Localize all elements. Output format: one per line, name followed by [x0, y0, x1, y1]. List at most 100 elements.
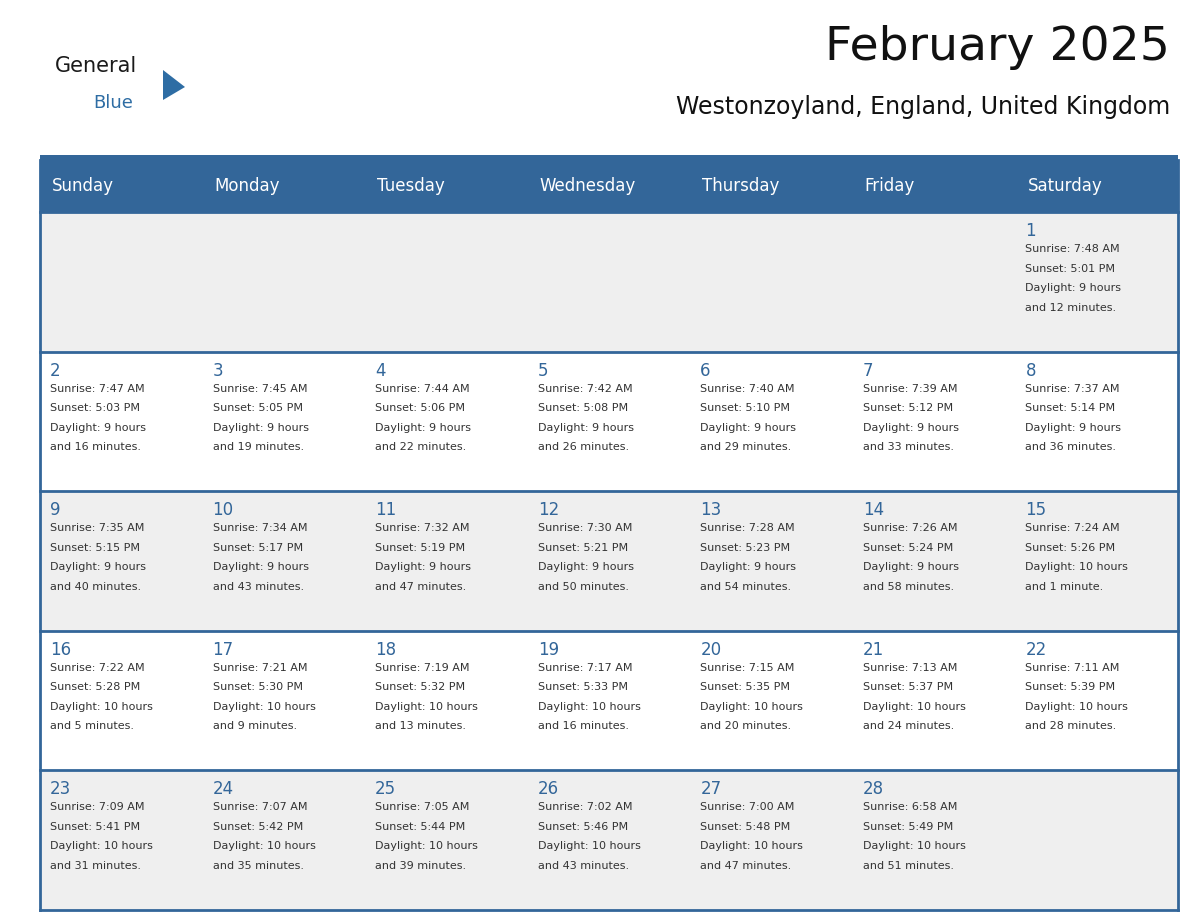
Text: Sunset: 5:24 PM: Sunset: 5:24 PM	[862, 543, 953, 553]
Text: Daylight: 10 hours: Daylight: 10 hours	[538, 842, 640, 851]
Text: and 43 minutes.: and 43 minutes.	[538, 861, 628, 871]
Text: Daylight: 9 hours: Daylight: 9 hours	[862, 422, 959, 432]
Text: Sunset: 5:33 PM: Sunset: 5:33 PM	[538, 682, 627, 692]
Bar	[527, 160, 690, 212]
Text: Daylight: 9 hours: Daylight: 9 hours	[1025, 422, 1121, 432]
Text: Daylight: 9 hours: Daylight: 9 hours	[538, 562, 633, 572]
Text: Daylight: 10 hours: Daylight: 10 hours	[862, 842, 966, 851]
Text: Daylight: 9 hours: Daylight: 9 hours	[700, 422, 796, 432]
Polygon shape	[163, 70, 185, 100]
Text: and 39 minutes.: and 39 minutes.	[375, 861, 466, 871]
Text: 8: 8	[1025, 362, 1036, 380]
Text: and 9 minutes.: and 9 minutes.	[213, 722, 297, 732]
Text: Wednesday: Wednesday	[539, 177, 636, 195]
Text: and 43 minutes.: and 43 minutes.	[213, 582, 304, 592]
Text: Sunset: 5:14 PM: Sunset: 5:14 PM	[1025, 403, 1116, 413]
Bar	[1016, 160, 1178, 212]
Text: Sunset: 5:21 PM: Sunset: 5:21 PM	[538, 543, 627, 553]
Text: 13: 13	[700, 501, 721, 520]
Text: and 36 minutes.: and 36 minutes.	[1025, 442, 1117, 452]
Text: and 16 minutes.: and 16 minutes.	[50, 442, 141, 452]
Text: Sunset: 5:03 PM: Sunset: 5:03 PM	[50, 403, 140, 413]
Text: and 51 minutes.: and 51 minutes.	[862, 861, 954, 871]
Text: Daylight: 10 hours: Daylight: 10 hours	[213, 842, 316, 851]
Text: Thursday: Thursday	[702, 177, 779, 195]
Text: Sunrise: 7:13 AM: Sunrise: 7:13 AM	[862, 663, 958, 673]
Text: 18: 18	[375, 641, 397, 659]
Text: Sunrise: 7:15 AM: Sunrise: 7:15 AM	[700, 663, 795, 673]
Text: Sunrise: 7:40 AM: Sunrise: 7:40 AM	[700, 384, 795, 394]
Text: Sunset: 5:28 PM: Sunset: 5:28 PM	[50, 682, 140, 692]
Text: 4: 4	[375, 362, 386, 380]
Text: Daylight: 9 hours: Daylight: 9 hours	[700, 562, 796, 572]
Text: and 24 minutes.: and 24 minutes.	[862, 722, 954, 732]
Text: Daylight: 10 hours: Daylight: 10 hours	[50, 842, 153, 851]
Text: and 50 minutes.: and 50 minutes.	[538, 582, 628, 592]
Text: Westonzoyland, England, United Kingdom: Westonzoyland, England, United Kingdom	[676, 95, 1170, 119]
Text: General: General	[55, 56, 138, 76]
Text: Sunrise: 7:19 AM: Sunrise: 7:19 AM	[375, 663, 469, 673]
Text: Sunset: 5:44 PM: Sunset: 5:44 PM	[375, 822, 466, 832]
Text: 3: 3	[213, 362, 223, 380]
Text: 1: 1	[1025, 222, 1036, 240]
Text: and 22 minutes.: and 22 minutes.	[375, 442, 467, 452]
Text: Daylight: 10 hours: Daylight: 10 hours	[700, 842, 803, 851]
Text: 20: 20	[700, 641, 721, 659]
Text: Sunrise: 7:17 AM: Sunrise: 7:17 AM	[538, 663, 632, 673]
Text: Daylight: 10 hours: Daylight: 10 hours	[375, 842, 478, 851]
Text: 5: 5	[538, 362, 548, 380]
Text: Tuesday: Tuesday	[377, 177, 444, 195]
Text: 24: 24	[213, 780, 234, 799]
Text: Sunrise: 7:05 AM: Sunrise: 7:05 AM	[375, 802, 469, 812]
Bar	[40, 212, 1178, 352]
Text: 28: 28	[862, 780, 884, 799]
Text: Sunset: 5:12 PM: Sunset: 5:12 PM	[862, 403, 953, 413]
Text: and 29 minutes.: and 29 minutes.	[700, 442, 791, 452]
Text: 9: 9	[50, 501, 61, 520]
Text: Sunrise: 7:34 AM: Sunrise: 7:34 AM	[213, 523, 307, 533]
Text: Monday: Monday	[215, 177, 280, 195]
Bar	[690, 160, 853, 212]
Text: and 26 minutes.: and 26 minutes.	[538, 442, 628, 452]
Bar	[40, 770, 1178, 910]
Text: Sunrise: 7:35 AM: Sunrise: 7:35 AM	[50, 523, 145, 533]
Text: Friday: Friday	[865, 177, 915, 195]
Text: and 47 minutes.: and 47 minutes.	[700, 861, 791, 871]
Bar	[203, 160, 365, 212]
Text: Sunset: 5:37 PM: Sunset: 5:37 PM	[862, 682, 953, 692]
Text: Daylight: 9 hours: Daylight: 9 hours	[213, 422, 309, 432]
Text: 16: 16	[50, 641, 71, 659]
Text: Saturday: Saturday	[1028, 177, 1102, 195]
Text: Sunset: 5:30 PM: Sunset: 5:30 PM	[213, 682, 303, 692]
Text: Sunrise: 7:09 AM: Sunrise: 7:09 AM	[50, 802, 145, 812]
Text: Daylight: 10 hours: Daylight: 10 hours	[1025, 562, 1129, 572]
Text: Sunrise: 7:22 AM: Sunrise: 7:22 AM	[50, 663, 145, 673]
Text: and 47 minutes.: and 47 minutes.	[375, 582, 467, 592]
Text: Sunset: 5:48 PM: Sunset: 5:48 PM	[700, 822, 790, 832]
Text: Sunset: 5:08 PM: Sunset: 5:08 PM	[538, 403, 627, 413]
Text: Sunset: 5:01 PM: Sunset: 5:01 PM	[1025, 263, 1116, 274]
Text: 14: 14	[862, 501, 884, 520]
Text: Sunrise: 7:26 AM: Sunrise: 7:26 AM	[862, 523, 958, 533]
Text: Daylight: 9 hours: Daylight: 9 hours	[213, 562, 309, 572]
Text: Daylight: 10 hours: Daylight: 10 hours	[862, 701, 966, 711]
Text: Sunset: 5:42 PM: Sunset: 5:42 PM	[213, 822, 303, 832]
Text: 26: 26	[538, 780, 558, 799]
Text: Sunset: 5:26 PM: Sunset: 5:26 PM	[1025, 543, 1116, 553]
Text: Daylight: 9 hours: Daylight: 9 hours	[50, 562, 146, 572]
Text: and 5 minutes.: and 5 minutes.	[50, 722, 134, 732]
Text: 11: 11	[375, 501, 397, 520]
Text: Sunrise: 7:48 AM: Sunrise: 7:48 AM	[1025, 244, 1120, 254]
Text: Sunday: Sunday	[52, 177, 114, 195]
Text: Daylight: 9 hours: Daylight: 9 hours	[862, 562, 959, 572]
Text: Sunset: 5:39 PM: Sunset: 5:39 PM	[1025, 682, 1116, 692]
Text: Daylight: 9 hours: Daylight: 9 hours	[1025, 283, 1121, 293]
Text: Sunrise: 7:11 AM: Sunrise: 7:11 AM	[1025, 663, 1120, 673]
Text: Sunrise: 7:45 AM: Sunrise: 7:45 AM	[213, 384, 307, 394]
Bar	[40, 631, 1178, 770]
Text: and 19 minutes.: and 19 minutes.	[213, 442, 304, 452]
Text: Sunset: 5:46 PM: Sunset: 5:46 PM	[538, 822, 627, 832]
Text: Sunrise: 7:42 AM: Sunrise: 7:42 AM	[538, 384, 632, 394]
Bar	[853, 160, 1016, 212]
Text: Sunrise: 7:32 AM: Sunrise: 7:32 AM	[375, 523, 469, 533]
